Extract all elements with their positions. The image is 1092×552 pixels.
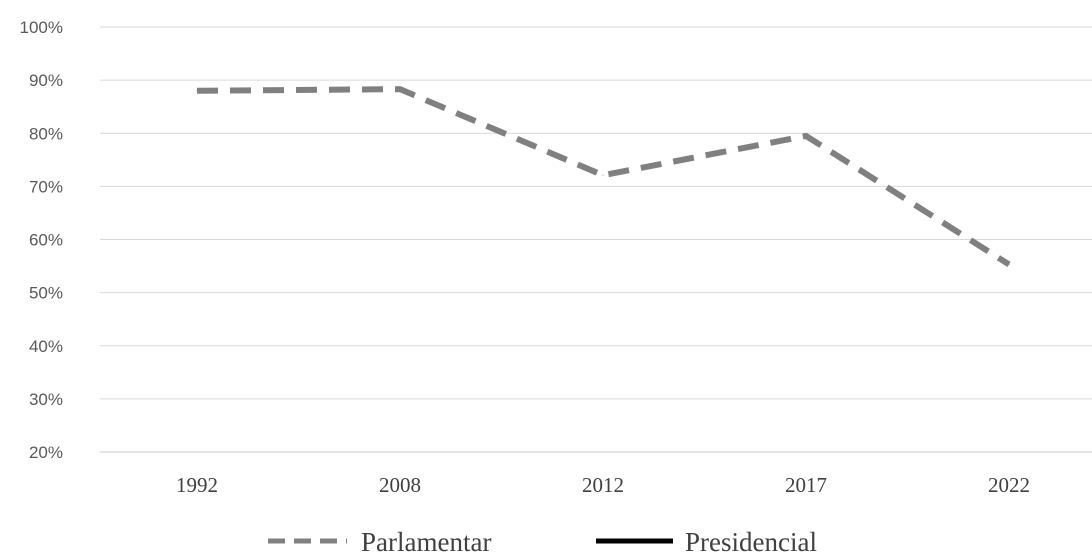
- y-tick-label: 60%: [29, 231, 63, 250]
- x-tick-label: 1992: [176, 473, 218, 497]
- x-tick-label: 2008: [379, 473, 421, 497]
- data-point: [602, 174, 604, 176]
- y-tick-label: 50%: [29, 284, 63, 303]
- y-tick-label: 80%: [29, 124, 63, 143]
- y-tick-label: 30%: [29, 390, 63, 409]
- series-lines: [196, 86, 1011, 268]
- legend-item-parlamentar: Parlamentar: [268, 527, 491, 552]
- x-tick-label: 2017: [785, 473, 827, 497]
- y-tick-label: 70%: [29, 177, 63, 196]
- legend: Parlamentar Presidencial: [268, 527, 817, 552]
- data-point: [1008, 263, 1010, 265]
- data-point: [196, 90, 198, 92]
- gridlines: [100, 26, 1092, 453]
- y-tick-label: 20%: [29, 443, 63, 462]
- x-tick-label: 2022: [988, 473, 1030, 497]
- y-axis-tick-labels: 100% 90% 80% 70% 60% 50% 40% 30% 20%: [20, 18, 63, 462]
- x-tick-label: 2012: [582, 473, 624, 497]
- data-point: [399, 88, 401, 90]
- data-point: [805, 135, 807, 137]
- legend-label: Presidencial: [685, 527, 817, 552]
- x-axis-tick-labels: 1992 2008 2012 2017 2022: [176, 473, 1030, 497]
- legend-label: Parlamentar: [361, 527, 491, 552]
- y-tick-label: 100%: [20, 18, 63, 37]
- legend-item-presidencial: Presidencial: [596, 527, 817, 552]
- y-tick-label: 40%: [29, 337, 63, 356]
- y-tick-label: 90%: [29, 71, 63, 90]
- series-line-parlamentar: [196, 86, 1011, 268]
